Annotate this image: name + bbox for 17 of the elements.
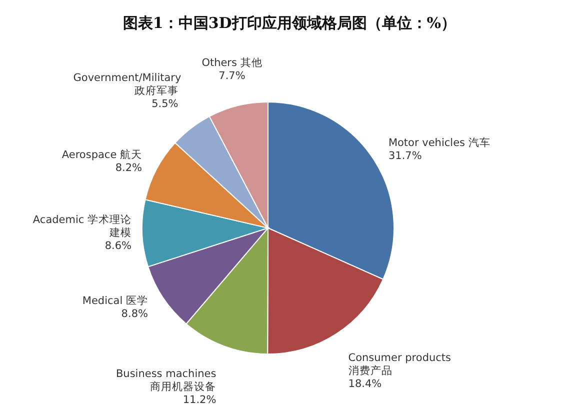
slice-label: Consumer products 消费产品 [348, 352, 451, 378]
slice-label: Motor vehicles 汽车 [388, 136, 490, 149]
data-label: 8.2% [115, 162, 142, 174]
data-label: 11.2% [182, 394, 216, 406]
data-label: 31.7% [388, 150, 422, 162]
slice-label: Government/Military 政府军事 [73, 72, 182, 98]
data-label: 7.7% [218, 70, 246, 82]
chart-title: 图表1：中国3D打印应用领域格局图（单位：%） [122, 14, 458, 33]
slice-label: Academic 学术理论建模 [32, 214, 132, 240]
slice-label: Aerospace 航天 [62, 148, 142, 161]
slice-label: Others 其他 [202, 56, 262, 69]
data-label: 8.8% [121, 308, 148, 320]
slice-label: Medical 医学 [82, 294, 148, 307]
slice-label: Business machines 商用机器设备 [116, 368, 216, 393]
data-label: 5.5% [152, 98, 178, 110]
data-label: 8.6% [104, 240, 132, 252]
data-label: 18.4% [348, 378, 382, 390]
